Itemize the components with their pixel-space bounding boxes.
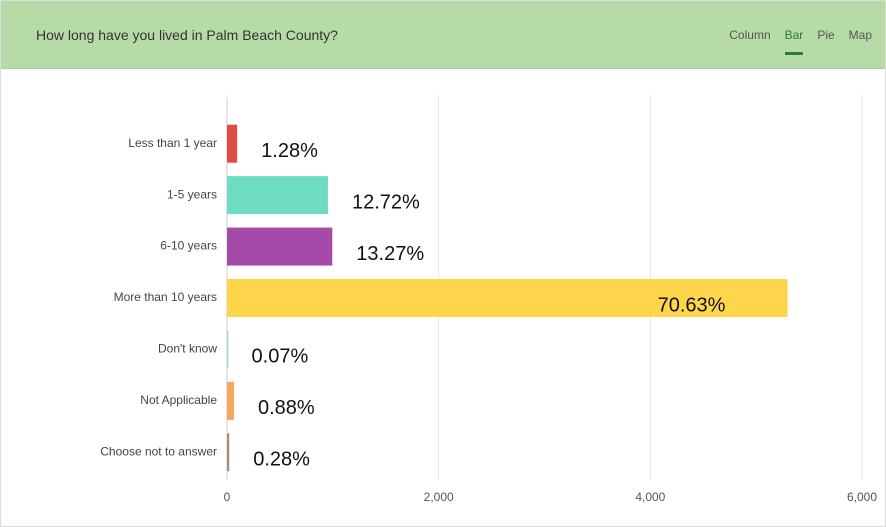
header: How long have you lived in Palm Beach Co… [0, 0, 886, 69]
y-tick-label: Choose not to answer [100, 444, 217, 458]
bar [227, 330, 229, 369]
chart-tab[interactable]: Pie [817, 28, 835, 42]
y-tick-label: Don't know [158, 342, 217, 356]
question-title: How long have you lived in Palm Beach Co… [36, 27, 338, 43]
data-label: 0.28% [253, 449, 310, 471]
chart-tab[interactable]: Map [848, 28, 872, 42]
y-tick-label: More than 10 years [114, 290, 217, 304]
chart-tab[interactable]: Bar [784, 28, 804, 55]
bar [227, 176, 328, 215]
bar [227, 433, 230, 472]
bar [227, 124, 238, 163]
x-tick-label: 6,000 [847, 490, 877, 504]
chart-tab[interactable]: Column [729, 28, 771, 42]
bar [227, 279, 788, 317]
y-tick-label: 1-5 years [167, 187, 217, 201]
chart-tabs: Column Bar Pie Map [729, 28, 872, 55]
data-label: 12.72% [352, 191, 420, 213]
data-label: 70.63% [658, 294, 726, 316]
x-tick-label: 2,000 [424, 490, 454, 504]
data-label: 1.28% [261, 140, 318, 162]
bar [227, 381, 234, 420]
y-tick-label: Not Applicable [140, 393, 217, 407]
y-tick-label: 6-10 years [160, 239, 217, 253]
bar [227, 227, 333, 266]
x-tick-label: 0 [224, 490, 231, 504]
data-label: 0.07% [252, 346, 309, 368]
y-tick-label: Less than 1 year [128, 136, 217, 150]
x-tick-label: 4,000 [635, 490, 665, 504]
data-label: 0.88% [258, 397, 315, 419]
data-label: 13.27% [356, 243, 424, 265]
